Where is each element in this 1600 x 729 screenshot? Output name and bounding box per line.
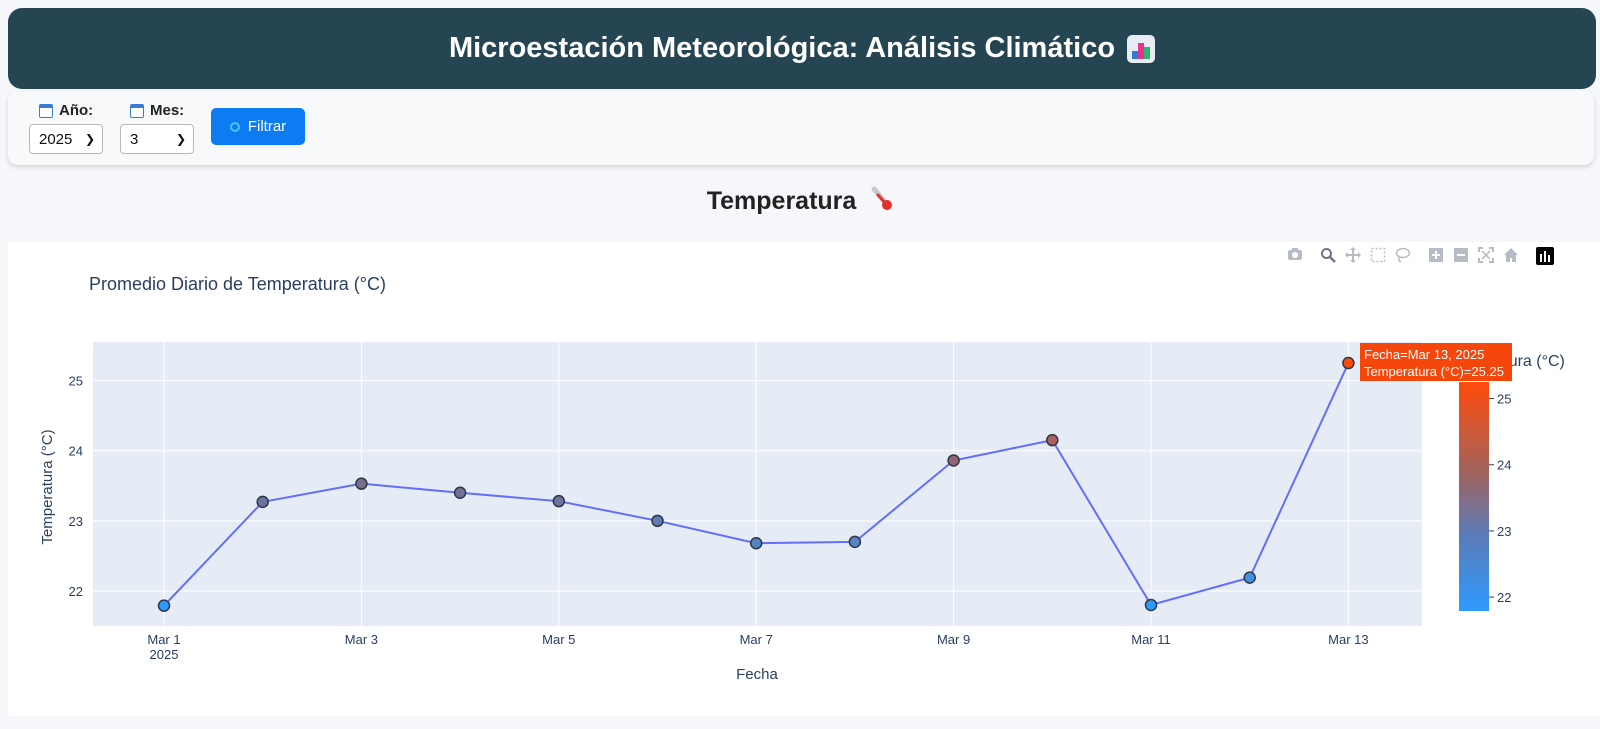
x-tick-label: Mar 1 xyxy=(147,632,180,647)
colorbar-tick-label: 22 xyxy=(1497,590,1511,605)
y-axis-title: Temperatura (°C) xyxy=(39,429,56,544)
x-tick-label: Mar 11 xyxy=(1131,632,1171,647)
data-point[interactable] xyxy=(947,454,960,467)
data-point[interactable] xyxy=(848,535,862,549)
colorbar xyxy=(1459,382,1489,611)
app-title: Microestación Meteorológica: Análisis Cl… xyxy=(448,32,1116,64)
box-select-icon[interactable] xyxy=(1369,247,1387,265)
data-point[interactable] xyxy=(749,537,763,550)
calendar-icon xyxy=(130,103,144,118)
x-axis-title: Fecha xyxy=(736,666,778,683)
data-point[interactable] xyxy=(1144,598,1158,612)
chevron-down-icon: ❯ xyxy=(84,132,95,146)
month-label: Mes: xyxy=(130,102,184,119)
y-tick-label: 24 xyxy=(69,444,83,459)
reset-axes-icon[interactable] xyxy=(1502,247,1520,265)
y-tick-label: 25 xyxy=(69,374,83,389)
app-header: Microestación Meteorológica: Análisis Cl… xyxy=(8,8,1596,89)
zoom-out-icon[interactable] xyxy=(1452,247,1470,265)
data-point[interactable] xyxy=(1046,433,1059,447)
x-tick-year-label: 2025 xyxy=(150,647,179,662)
year-select[interactable]: 2025 ❯ xyxy=(29,124,103,154)
x-tick-label: Mar 13 xyxy=(1328,632,1368,647)
lasso-select-icon[interactable] xyxy=(1394,247,1412,265)
tooltip-box xyxy=(1360,343,1512,381)
y-tick-label: 22 xyxy=(69,584,83,599)
data-point[interactable] xyxy=(355,477,368,490)
camera-icon[interactable] xyxy=(1286,247,1304,265)
search-icon xyxy=(229,121,240,132)
zoom-in-icon[interactable] xyxy=(1427,247,1445,265)
zoom-icon[interactable] xyxy=(1319,247,1337,265)
plot-area xyxy=(93,342,1422,626)
data-point[interactable] xyxy=(453,486,467,500)
section-title: Temperatura xyxy=(0,186,1600,216)
filter-button[interactable]: Filtrar xyxy=(211,108,305,145)
temperature-chart: Promedio Diario de Temperatura (°C) 22 23… xyxy=(39,274,1565,683)
tooltip-line-value: Temperatura (°C)=25.25 xyxy=(1364,364,1504,379)
colorbar-tick-label: 25 xyxy=(1497,392,1511,407)
data-point[interactable] xyxy=(552,494,566,508)
x-tick-label: Mar 3 xyxy=(345,632,378,647)
colorbar-tick-label: 24 xyxy=(1497,458,1511,473)
chart-panel: Promedio Diario de Temperatura (°C) 22 23… xyxy=(8,242,1600,716)
data-point[interactable] xyxy=(1342,356,1355,370)
chart-title: Promedio Diario de Temperatura (°C) xyxy=(89,274,386,294)
x-tick-label: Mar 5 xyxy=(542,632,575,647)
x-tick-label: Mar 7 xyxy=(740,632,773,647)
filter-bar: Año: 2025 ❯ Mes: 3 ❯ Filtrar xyxy=(8,91,1594,165)
colorbar-tick-label: 23 xyxy=(1497,524,1511,539)
year-label: Año: xyxy=(39,102,93,119)
tooltip-line-date: Fecha=Mar 13, 2025 xyxy=(1364,347,1484,362)
plotly-logo-icon[interactable] xyxy=(1536,247,1554,265)
calendar-icon xyxy=(39,103,53,118)
y-tick-label: 23 xyxy=(69,514,83,529)
hover-tooltip: Fecha=Mar 13, 2025 Temperatura (°C)=25.2… xyxy=(1360,343,1512,381)
data-point[interactable] xyxy=(157,599,171,612)
pan-icon[interactable] xyxy=(1344,247,1362,265)
chevron-down-icon: ❯ xyxy=(175,132,186,146)
thermometer-icon xyxy=(871,186,893,210)
month-select[interactable]: 3 ❯ xyxy=(120,124,194,154)
data-point[interactable] xyxy=(256,495,269,509)
data-point[interactable] xyxy=(1243,571,1256,584)
x-tick-label: Mar 9 xyxy=(937,632,970,647)
autoscale-icon[interactable] xyxy=(1477,247,1495,265)
bar-chart-emoji-icon xyxy=(1127,34,1156,63)
data-point[interactable] xyxy=(651,514,664,528)
